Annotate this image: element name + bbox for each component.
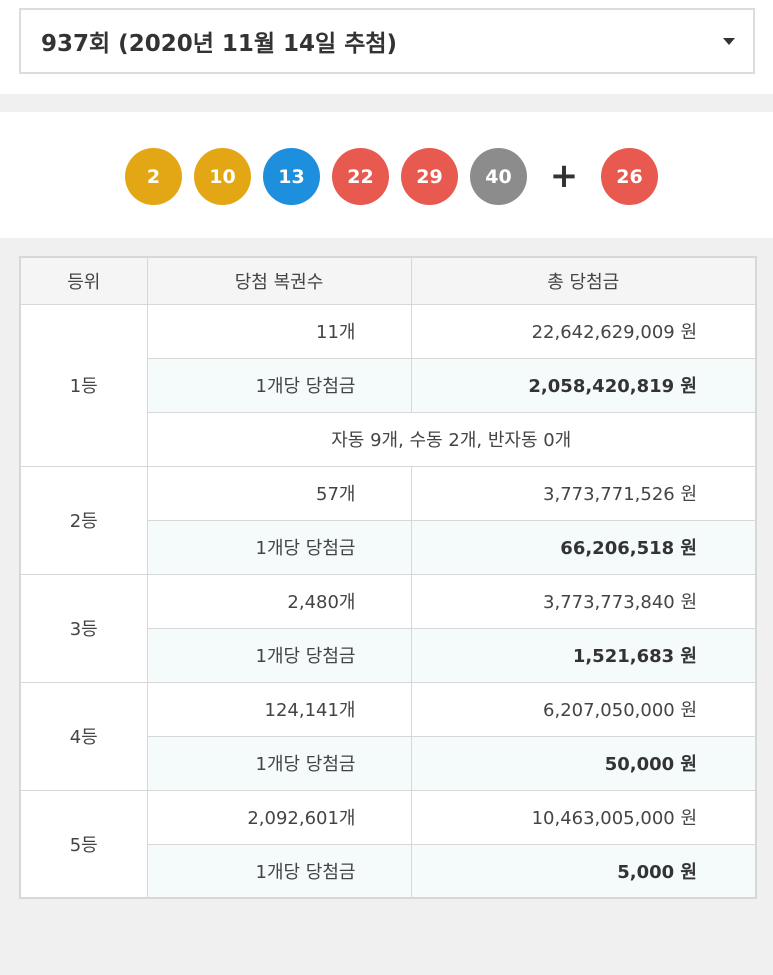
header-area: 937회 (2020년 11월 14일 추첨) [0, 0, 773, 94]
count-cell: 11개 [146, 303, 412, 359]
table-row: 3등 2,480개 3,773,773,840 원 [19, 573, 757, 683]
table-row: 5등 2,092,601개 10,463,005,000 원 [19, 789, 757, 899]
table-row: 2등 57개 3,773,771,526 원 [19, 465, 757, 575]
rank-cell: 3등 [19, 573, 148, 683]
prize-table-area: 등위 당첨 복권수 총 당첨금 1등 11개 22,642,629,009 원 … [0, 238, 773, 975]
winning-numbers: 2 10 13 22 29 40 + 26 [125, 148, 670, 205]
total-cell: 10,463,005,000 원 [410, 789, 757, 845]
count-cell: 2,480개 [146, 573, 412, 629]
dropdown-arrow-icon[interactable] [723, 38, 735, 45]
per-label-cell: 1개당 당첨금 [146, 843, 412, 899]
table-row: 1개당 당첨금 2,058,420,819 원 [20, 357, 757, 413]
per-amount-cell: 1,521,683 원 [410, 627, 757, 683]
per-amount-cell: 2,058,420,819 원 [410, 357, 757, 413]
header-total: 총 당첨금 [410, 256, 757, 305]
purchase-method-cell: 자동 9개, 수동 2개, 반자동 0개 [146, 411, 757, 467]
per-label-cell: 1개당 당첨금 [146, 627, 412, 683]
table-row: 자동 9개, 수동 2개, 반자동 0개 [20, 411, 757, 467]
table-row: 1개당 당첨금 5,000 원 [20, 843, 757, 899]
table-row: 1개당 당첨금 1,521,683 원 [20, 627, 757, 683]
per-label-cell: 1개당 당첨금 [146, 519, 412, 575]
winning-ball-3: 13 [263, 148, 320, 205]
winning-ball-5: 29 [401, 148, 458, 205]
winning-ball-4: 22 [332, 148, 389, 205]
per-amount-cell: 66,206,518 원 [410, 519, 757, 575]
plus-sign: + [549, 156, 579, 196]
count-cell: 124,141개 [146, 681, 412, 737]
winning-ball-2: 10 [194, 148, 251, 205]
rank-cell: 5등 [19, 789, 148, 899]
rank-cell: 2등 [19, 465, 148, 575]
table-row: 1개당 당첨금 50,000 원 [20, 735, 757, 791]
draw-round-select[interactable]: 937회 (2020년 11월 14일 추첨) [19, 8, 755, 74]
winning-numbers-area: 2 10 13 22 29 40 + 26 [0, 112, 773, 238]
per-label-cell: 1개당 당첨금 [146, 735, 412, 791]
winning-ball-1: 2 [125, 148, 182, 205]
prize-table: 등위 당첨 복권수 총 당첨금 1등 11개 22,642,629,009 원 … [19, 256, 757, 899]
total-cell: 3,773,773,840 원 [410, 573, 757, 629]
table-row: 4등 124,141개 6,207,050,000 원 [19, 681, 757, 791]
total-cell: 22,642,629,009 원 [410, 303, 757, 359]
header-count: 당첨 복권수 [146, 256, 412, 305]
per-amount-cell: 50,000 원 [410, 735, 757, 791]
total-cell: 3,773,771,526 원 [410, 465, 757, 521]
table-row: 1개당 당첨금 66,206,518 원 [20, 519, 757, 575]
rank-cell: 1등 [19, 303, 148, 467]
bonus-ball: 26 [601, 148, 658, 205]
table-header-row: 등위 당첨 복권수 총 당첨금 [19, 256, 757, 305]
winning-ball-6: 40 [470, 148, 527, 205]
draw-round-label: 937회 (2020년 11월 14일 추첨) [41, 31, 398, 57]
header-rank: 등위 [19, 256, 148, 305]
count-cell: 2,092,601개 [146, 789, 412, 845]
table-row: 1등 11개 22,642,629,009 원 [19, 303, 757, 467]
per-amount-cell: 5,000 원 [410, 843, 757, 899]
rank-cell: 4등 [19, 681, 148, 791]
total-cell: 6,207,050,000 원 [410, 681, 757, 737]
count-cell: 57개 [146, 465, 412, 521]
per-label-cell: 1개당 당첨금 [146, 357, 412, 413]
